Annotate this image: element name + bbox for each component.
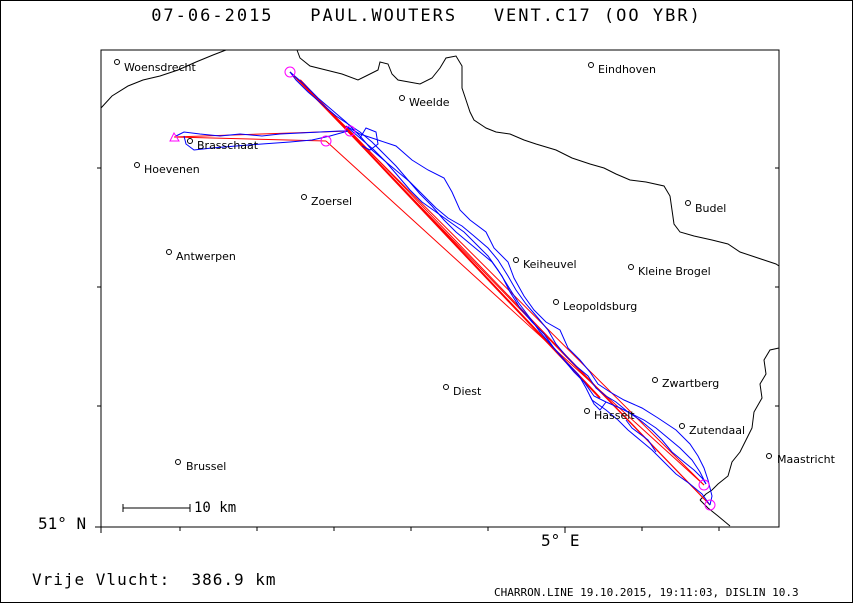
city-marker-maastricht-icon (766, 453, 772, 459)
axis-ticks (95, 50, 779, 533)
track-leg-west (175, 130, 348, 137)
latitude-label: 51° N (38, 514, 87, 533)
turnpoint-3 (320, 135, 332, 147)
city-marker-hoevenen-icon (134, 162, 140, 168)
city-marker-diest-icon (443, 384, 449, 390)
city-weelde: Weelde (409, 96, 450, 109)
turnpoints (169, 66, 716, 511)
city-marker-weelde-icon (399, 95, 405, 101)
glider-name: VENT.C17 (OO YBR) (493, 6, 702, 26)
city-marker-zoersel-icon (301, 194, 307, 200)
city-zutendaal: Zutendaal (689, 424, 745, 437)
flight-date: 07-06-2015 (151, 6, 274, 26)
distance-summary: Vrije Vlucht: 386.9 km (32, 570, 277, 589)
border-be-nl-limburg (699, 347, 780, 501)
city-marker-antwerpen-icon (166, 249, 172, 255)
scale-label: 10 km (194, 500, 237, 516)
distance-label: Vrije Vlucht: (32, 570, 171, 589)
track-leg-main-3 (345, 125, 713, 506)
task-lines (173, 71, 711, 506)
city-marker-eindhoven-icon (588, 62, 594, 68)
city-marker-zwartberg-icon (652, 377, 658, 383)
city-marker-kleine-brogel-icon (628, 264, 634, 270)
turnpoint-5 (704, 499, 716, 511)
longitude-label: 5° E (541, 531, 580, 550)
turnpoint-start (284, 66, 296, 78)
city-hasselt: Hasselt (594, 409, 635, 422)
turnpoint-4 (698, 479, 710, 491)
city-marker-hasselt-icon (584, 408, 590, 414)
country-borders (100, 49, 780, 527)
city-kleine-brogel: Kleine Brogel (638, 265, 711, 278)
track-wiggle-3 (625, 419, 657, 453)
city-marker-brasschaat-icon (187, 138, 193, 144)
track-leg-main-1 (289, 71, 707, 485)
border-nl-be-east (296, 49, 780, 267)
turnpoint-2 (344, 125, 356, 137)
scale-bar (122, 504, 191, 512)
city-brussel: Brussel (186, 460, 226, 473)
city-antwerpen: Antwerpen (176, 250, 236, 263)
city-woensdrecht: Woensdrecht (124, 61, 196, 74)
city-leopoldsburg: Leopoldsburg (563, 300, 637, 313)
software-credit: CHARRON.LINE 19.10.2015, 19:11:03, DISLI… (494, 586, 799, 599)
border-nl-be-west (100, 49, 227, 109)
gps-track (175, 71, 713, 506)
city-zwartberg: Zwartberg (662, 377, 719, 390)
map-border (100, 49, 780, 528)
city-marker-woensdrecht-icon (114, 59, 120, 65)
city-zoersel: Zoersel (311, 195, 352, 208)
city-keiheuvel: Keiheuvel (523, 258, 577, 271)
city-marker-brussel-icon (175, 459, 181, 465)
track-wiggle-2 (589, 395, 607, 411)
track-leg-main-4 (289, 71, 711, 506)
distance-value: 386.9 km (191, 570, 277, 589)
city-maastricht: Maastricht (777, 453, 836, 466)
city-brasschaat: Brasschaat (197, 139, 259, 152)
city-budel: Budel (695, 202, 726, 215)
page-title: 07-06-2015 PAUL.WOUTERS VENT.C17 (OO YBR… (0, 6, 853, 26)
track-leg-west-return (183, 130, 349, 151)
turnpoint-west-triangle (169, 131, 180, 142)
cities: Woensdrecht Eindhoven Weelde Brasschaat … (114, 59, 836, 473)
city-marker-keiheuvel-icon (513, 257, 519, 263)
city-marker-leopoldsburg-icon (553, 299, 559, 305)
city-hoevenen: Hoevenen (144, 163, 200, 176)
border-meuse (699, 499, 731, 527)
pilot-name: PAUL.WOUTERS (310, 6, 458, 26)
city-marker-zutendaal-icon (679, 423, 685, 429)
city-diest: Diest (453, 385, 482, 398)
city-eindhoven: Eindhoven (598, 63, 656, 76)
city-marker-budel-icon (685, 200, 691, 206)
track-wiggle-1 (359, 127, 379, 151)
